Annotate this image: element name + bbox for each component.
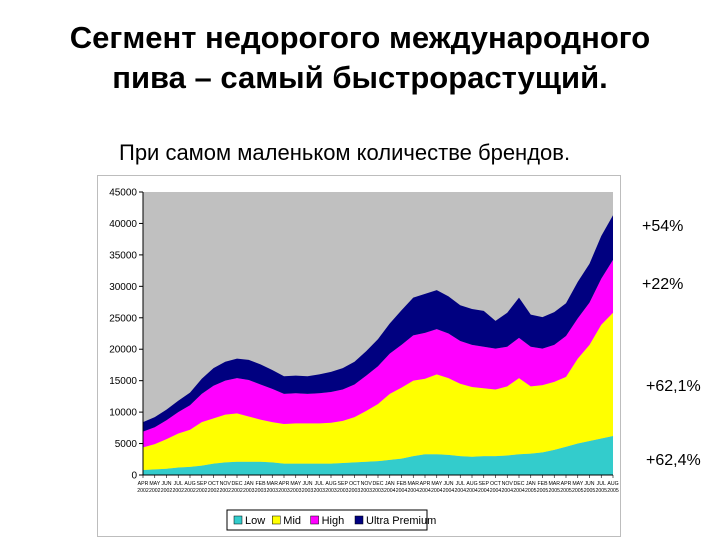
y-tick-label: 0 <box>131 471 137 482</box>
x-tick-label: APR 2004 <box>419 481 431 494</box>
x-tick-label: MAY 2002 <box>149 481 161 494</box>
y-tick-label: 40000 <box>109 219 137 230</box>
x-tick-label: NOV 2002 <box>219 481 231 494</box>
y-tick-label: 20000 <box>109 345 137 356</box>
legend-swatch-ultra-premium <box>355 516 363 524</box>
y-tick-label: 15000 <box>109 376 137 387</box>
chart-legend: Low Mid High Ultra Premium <box>227 510 436 530</box>
x-tick-label: FEB 2004 <box>396 481 408 494</box>
x-tick-label: JUL 2005 <box>595 481 607 494</box>
mid-growth-label: +62,1% <box>646 378 701 396</box>
x-tick-label: MAY 2005 <box>572 481 584 494</box>
x-tick-label: SEP 2004 <box>478 481 490 494</box>
x-tick-label: OCT 2003 <box>349 481 361 494</box>
x-tick-label: MAY 2003 <box>290 481 302 494</box>
x-tick-label: JUL 2004 <box>454 481 466 494</box>
slide-title: Сегмент недорогого международного пива –… <box>20 18 700 98</box>
x-tick-label: DEC 2004 <box>513 481 525 494</box>
x-tick-label: MAR 2005 <box>548 481 560 494</box>
x-tick-label: APR 2005 <box>560 481 572 494</box>
y-tick-label: 10000 <box>109 408 137 419</box>
y-tick-label: 25000 <box>109 313 137 324</box>
x-tick-label: NOV 2004 <box>501 481 513 494</box>
x-tick-label: JUL 2002 <box>172 481 184 494</box>
legend-swatch-low <box>234 516 242 524</box>
x-tick-label: JAN 2005 <box>525 481 537 494</box>
stacked-area-chart: 0 5000 10000 15000 20000 25000 30000 35000 40000… <box>97 175 621 537</box>
x-tick-label: JUN 2002 <box>161 481 173 494</box>
x-tick-label: FEB 2003 <box>255 481 267 494</box>
slide-subtitle: При самом маленьком количестве брендов. <box>119 140 570 166</box>
legend-swatch-high <box>311 516 319 524</box>
y-tick-label: 30000 <box>109 282 137 293</box>
x-tick-label: JUL 2003 <box>313 481 325 494</box>
x-tick-label: DEC 2003 <box>372 481 384 494</box>
x-tick-label: AUG 2005 <box>607 481 619 494</box>
x-tick-label: AUG 2003 <box>325 481 337 494</box>
x-tick-label: OCT 2002 <box>208 481 220 494</box>
x-tick-label: MAR 2003 <box>266 481 278 494</box>
x-tick-label: JAN 2003 <box>243 481 255 494</box>
y-tick-label: 45000 <box>109 188 137 199</box>
x-tick-label: JUN 2004 <box>443 481 455 494</box>
x-tick-label: SEP 2003 <box>337 481 349 494</box>
x-tick-label: AUG 2002 <box>184 481 196 494</box>
x-tick-label: OCT 2004 <box>490 481 502 494</box>
x-tick-label: NOV 2003 <box>360 481 372 494</box>
y-tick-label: 5000 <box>115 439 138 450</box>
legend-label-high: High <box>322 515 345 527</box>
y-tick-label: 35000 <box>109 250 137 261</box>
legend-label-low: Low <box>245 515 265 527</box>
x-tick-label: AUG 2004 <box>466 481 478 494</box>
x-tick-label: APR 2002 <box>137 481 149 494</box>
x-tick-label: MAR 2004 <box>407 481 419 494</box>
x-tick-label: MAY 2004 <box>431 481 443 494</box>
ultra-premium-growth-label: +54% <box>642 218 683 236</box>
legend-swatch-mid <box>272 516 280 524</box>
x-tick-label: DEC 2002 <box>231 481 243 494</box>
high-growth-label: +22% <box>642 276 683 294</box>
legend-label-ultra-premium: Ultra Premium <box>366 515 436 527</box>
x-tick-label: JAN 2004 <box>384 481 396 494</box>
x-tick-label: APR 2003 <box>278 481 290 494</box>
x-tick-label: JUN 2003 <box>302 481 314 494</box>
low-growth-label: +62,4% <box>646 452 701 470</box>
x-tick-label: FEB 2005 <box>537 481 549 494</box>
x-tick-label: SEP 2002 <box>196 481 208 494</box>
x-tick-label: JUN 2005 <box>584 481 596 494</box>
slide-title-line2: пива – самый быстрорастущий. <box>20 58 700 98</box>
legend-label-mid: Mid <box>283 515 301 527</box>
slide-title-line1: Сегмент недорогого международного <box>20 18 700 58</box>
